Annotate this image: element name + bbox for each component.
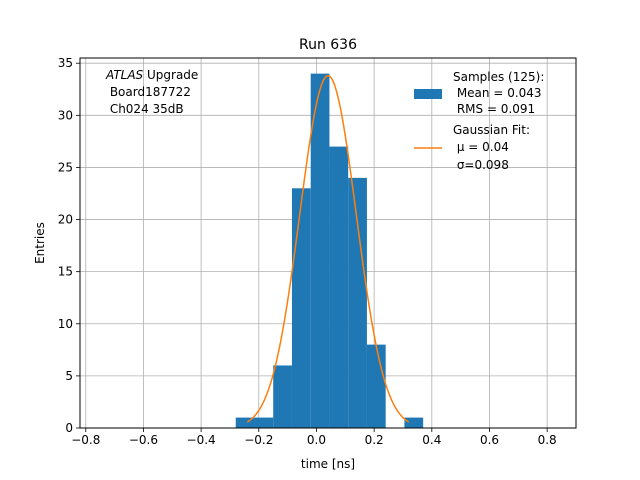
y-tick-label: 35 (58, 56, 73, 70)
x-tick-label: 0.0 (307, 433, 326, 447)
y-tick-label: 10 (58, 317, 73, 331)
x-tick-label: −0.2 (244, 433, 273, 447)
histogram-bar (310, 73, 330, 429)
legend: Samples (125): Mean = 0.043 RMS = 0.091 … (414, 70, 544, 172)
legend-samples-mean: Mean = 0.043 (453, 86, 542, 100)
x-tick-label: 0.4 (422, 433, 441, 447)
histogram-bar (291, 188, 311, 428)
y-tick-label: 5 (65, 369, 73, 383)
annotation-board: Board187722 (106, 85, 191, 99)
y-tick-label: 20 (58, 213, 73, 227)
annotation-atlas: ATLAS (105, 68, 144, 82)
x-axis-label: time [ns] (301, 457, 355, 471)
histogram-bars (235, 73, 424, 429)
x-axis-ticks: −0.8 −0.6 −0.4 −0.2 0.0 0.2 0.4 0.6 0.8 (71, 428, 557, 447)
histogram-bar (366, 344, 386, 428)
annotation-upgrade: Upgrade (143, 68, 198, 82)
histogram-bar (329, 146, 349, 428)
x-tick-label: 0.8 (538, 433, 557, 447)
x-tick-label: 0.6 (480, 433, 499, 447)
legend-fit-mu: μ = 0.04 (453, 140, 509, 154)
histogram-bar (348, 177, 367, 428)
plot-frame (79, 57, 577, 429)
x-tick-label: −0.4 (187, 433, 216, 447)
annotation-channel: Ch024 35dB (106, 102, 184, 116)
histogram-bar (235, 417, 255, 428)
y-tick-label: 0 (65, 421, 73, 435)
legend-fit-sigma: σ=0.098 (453, 158, 509, 172)
annotation-line-1: ATLAS Upgrade (105, 68, 198, 82)
gaussian-fit-curve (246, 74, 410, 423)
histogram-bar (404, 417, 424, 428)
histogram-bar (273, 365, 292, 428)
legend-samples-title: Samples (125): (453, 70, 544, 84)
legend-samples-rms: RMS = 0.091 (453, 102, 535, 116)
y-axis-ticks: 0 5 10 15 20 25 30 35 (58, 56, 80, 435)
y-tick-label: 30 (58, 108, 73, 122)
chart-title: Run 636 (299, 37, 357, 53)
y-tick-label: 25 (58, 160, 73, 174)
x-tick-label: −0.8 (71, 433, 100, 447)
legend-fit-title: Gaussian Fit: (453, 123, 530, 137)
histogram-bar (254, 417, 274, 428)
x-tick-label: −0.6 (129, 433, 158, 447)
atlas-annotation: ATLAS Upgrade Board187722 Ch024 35dB (105, 68, 198, 116)
legend-samples-swatch (414, 89, 442, 99)
x-tick-label: 0.2 (365, 433, 384, 447)
y-tick-label: 15 (58, 265, 73, 279)
y-axis-label: Entries (33, 222, 47, 264)
